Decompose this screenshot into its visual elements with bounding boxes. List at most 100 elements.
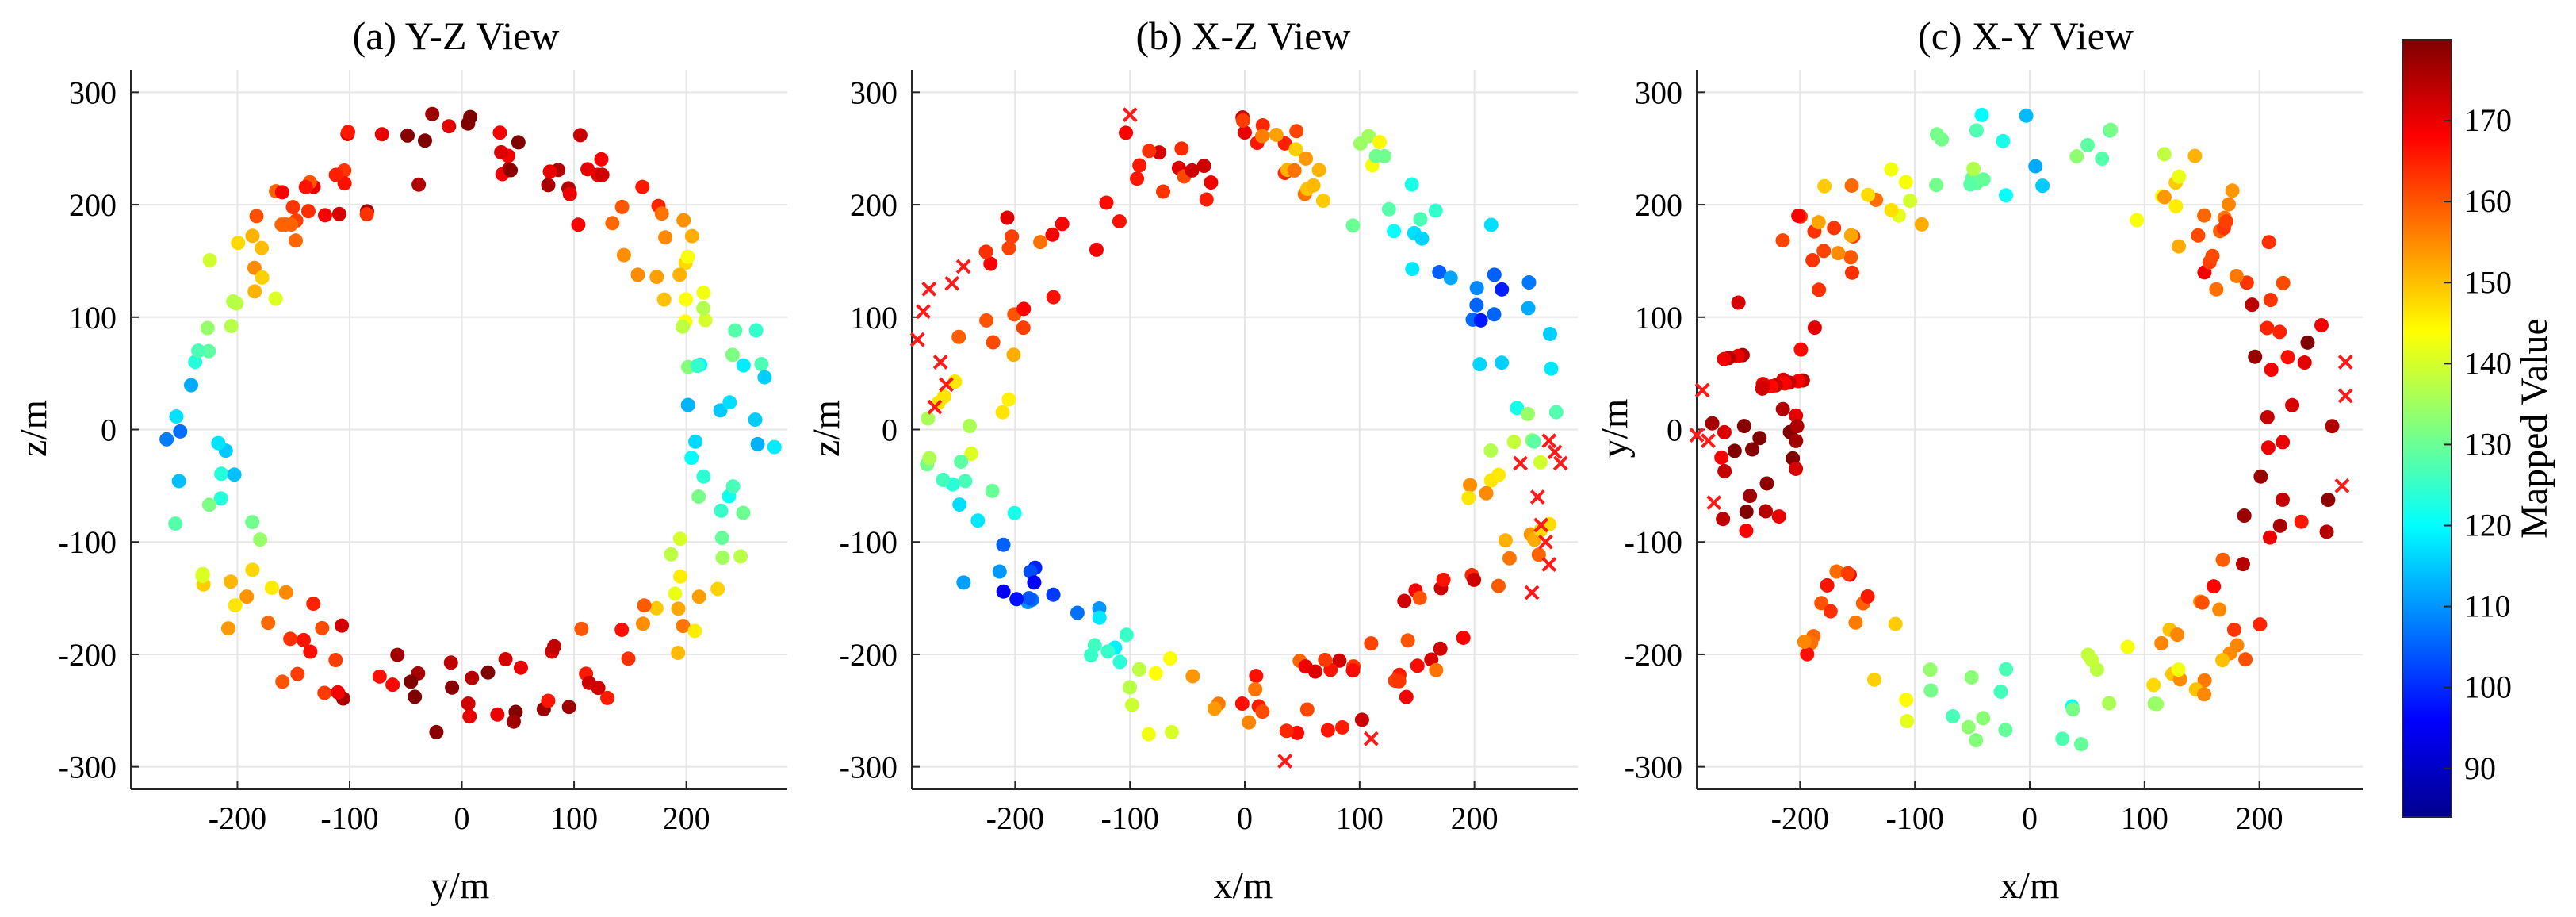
scatter-point	[1204, 175, 1219, 190]
y-tick-label: -300	[1625, 750, 1682, 785]
scatter-point	[1142, 144, 1157, 159]
cross-marker	[1529, 489, 1545, 505]
scatter-point	[978, 244, 993, 259]
scatter-point	[1332, 653, 1347, 668]
scatter-point	[2080, 137, 2095, 152]
scatter-point	[757, 370, 772, 385]
scatter-point	[714, 503, 729, 518]
x-tick-label: -200	[1771, 800, 1829, 836]
y-tick-label: 300	[69, 75, 117, 110]
scatter-point	[1070, 605, 1085, 620]
scatter-point	[264, 581, 279, 596]
scatter-point	[1131, 662, 1146, 677]
scatter-point	[1307, 664, 1322, 679]
scatter-point	[1279, 723, 1294, 739]
scatter-point	[649, 600, 664, 616]
x-tick-label: 100	[550, 800, 598, 836]
scatter-point	[2028, 159, 2043, 174]
scatter-point	[1531, 547, 1546, 562]
scatter-point	[498, 652, 513, 667]
colorbar-tick-label: 90	[2464, 750, 2496, 786]
scatter-point	[374, 127, 389, 142]
scatter-point	[680, 397, 695, 412]
scatter-point	[672, 531, 687, 547]
scatter-point	[1315, 194, 1330, 209]
scatter-point	[696, 301, 711, 316]
scatter-point	[1844, 265, 1859, 280]
scatter-point	[1055, 217, 1070, 232]
scatter-point	[335, 618, 350, 633]
scatter-point	[714, 531, 729, 546]
cross-marker	[1513, 455, 1529, 471]
scatter-point	[341, 125, 356, 140]
scatter-point	[1805, 253, 1820, 268]
scatter-point	[239, 589, 255, 604]
y-tick-label: 0	[101, 412, 117, 448]
scatter-point	[1033, 235, 1048, 250]
colorbar-tick-label: 170	[2464, 102, 2512, 138]
scatter-point	[542, 164, 557, 179]
scatter-point	[710, 581, 725, 597]
scatter-point	[1046, 290, 1061, 305]
scatter-point	[290, 666, 305, 681]
scatter-point	[1817, 178, 1832, 194]
scatter-point	[1130, 171, 1145, 186]
scatter-point	[1736, 419, 1751, 434]
scatter-point	[1964, 670, 1979, 685]
cross-marker	[1706, 495, 1722, 511]
scatter-point	[672, 267, 687, 282]
x-tick-label: -100	[1101, 800, 1159, 836]
scatter-point	[1248, 682, 1263, 697]
scatter-point	[1923, 662, 1938, 677]
scatter-point	[649, 270, 664, 285]
scatter-point	[1119, 627, 1134, 643]
scatter-point	[1000, 210, 1015, 225]
scatter-point	[2300, 335, 2315, 350]
scatter-point	[202, 252, 217, 267]
scatter-point	[1789, 433, 1804, 448]
scatter-point	[268, 291, 283, 306]
scatter-point	[2130, 213, 2145, 228]
scatter-point	[2272, 518, 2287, 533]
scatter-point	[985, 483, 1000, 498]
scatter-point	[1372, 135, 1388, 150]
scatter-point	[315, 620, 330, 635]
scatter-point	[1526, 434, 1541, 449]
scatter-point	[1731, 295, 1746, 310]
scatter-point	[572, 128, 588, 143]
scatter-point	[429, 724, 444, 739]
scatter-point	[213, 491, 228, 506]
scatter-point	[676, 319, 691, 334]
scatter-point	[767, 439, 782, 455]
scatter-point	[289, 233, 304, 248]
scatter-point	[245, 515, 260, 530]
scatter-point	[1929, 127, 1944, 142]
scatter-point	[2297, 355, 2312, 370]
scatter-point	[1811, 215, 1826, 230]
scatter-point	[1318, 652, 1333, 667]
scatter-point	[297, 632, 312, 647]
scatter-point	[1027, 575, 1042, 590]
scatter-point	[331, 685, 346, 700]
scatter-point	[2073, 737, 2088, 752]
scatter-point	[1861, 187, 1876, 202]
scatter-point	[1797, 635, 1812, 650]
scatter-point	[676, 619, 691, 634]
scatter-point	[1016, 301, 1032, 317]
panel-a: (a) Y-Z View y/m z/m -200 -100 0 100 200 -300…	[13, 13, 787, 907]
scatter-point	[595, 167, 610, 182]
scatter-point	[1249, 669, 1264, 684]
scatter-point	[1929, 178, 1944, 193]
scatter-point	[1456, 630, 1471, 645]
scatter-point	[736, 505, 751, 520]
scatter-point	[963, 419, 978, 434]
scatter-point	[1807, 320, 1822, 336]
scatter-point	[614, 622, 630, 637]
scatter-point	[1414, 231, 1430, 246]
colorbar-tick-label: 100	[2464, 670, 2512, 705]
scatter-point	[616, 247, 631, 263]
scatter-point	[680, 249, 695, 264]
scatter-point	[1400, 633, 1415, 648]
cross-marker	[909, 332, 925, 347]
scatter-point	[996, 537, 1011, 552]
